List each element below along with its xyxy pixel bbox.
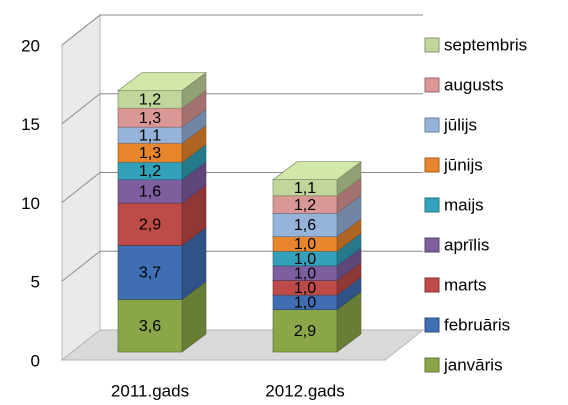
value-label: 1,6 [294, 217, 316, 234]
legend-swatch [424, 77, 440, 93]
legend-swatch [424, 237, 440, 253]
legend-label: jūnijs [443, 155, 483, 174]
legend-label: maijs [444, 195, 484, 214]
grid-line [61, 14, 423, 46]
bar-top [272, 161, 362, 181]
y-tick-label: 15 [21, 115, 40, 134]
grid-line [61, 250, 423, 282]
value-label: 1,2 [294, 197, 316, 214]
value-label: 1,2 [139, 92, 161, 109]
legend-swatch [424, 317, 440, 333]
legend-label: marts [444, 275, 487, 294]
bar-top [117, 72, 207, 91]
legend-swatch [424, 117, 440, 133]
value-label: 2,9 [139, 216, 161, 233]
bar-segment [117, 299, 183, 353]
value-label: 1,3 [139, 145, 161, 162]
grid-line [61, 93, 423, 125]
y-tick-label: 20 [21, 36, 40, 55]
legend-label: februāris [444, 315, 510, 334]
y-tick-label: 5 [31, 273, 40, 292]
y-tick-label: 0 [31, 351, 40, 370]
bar-segment [117, 245, 183, 300]
legend-swatch [424, 157, 440, 173]
legend-swatch [424, 357, 440, 373]
floor [60, 329, 425, 361]
value-label: 1,1 [294, 180, 316, 197]
value-label: 3,7 [139, 265, 161, 282]
legend-label: septembris [444, 35, 527, 54]
bar-segment [117, 202, 183, 246]
legend-swatch [424, 277, 440, 293]
legend-label: augusts [444, 75, 504, 94]
value-label: 3,6 [139, 318, 161, 335]
x-tick-label: 2012.gads [265, 381, 344, 400]
value-label: 1,0 [294, 236, 316, 253]
bar-segment [272, 309, 338, 353]
value-label: 2,9 [294, 323, 316, 340]
legend-label: janvāris [443, 355, 503, 374]
legend-swatch [424, 37, 440, 53]
value-label: 1,0 [294, 251, 316, 268]
value-label: 1,1 [139, 127, 161, 144]
legend-label: aprīlis [444, 235, 489, 254]
value-label: 1,2 [139, 163, 161, 180]
legend-label: jūlijs [443, 115, 477, 134]
value-label: 1,3 [139, 110, 161, 127]
grid-line [61, 172, 423, 203]
y-tick-label: 10 [21, 194, 40, 213]
value-label: 1,0 [294, 280, 316, 297]
legend-swatch [424, 197, 440, 213]
x-tick-label: 2011.gads [111, 381, 189, 400]
value-label: 1,0 [294, 295, 316, 312]
value-label: 1,6 [139, 184, 161, 201]
value-label: 1,0 [294, 265, 316, 282]
